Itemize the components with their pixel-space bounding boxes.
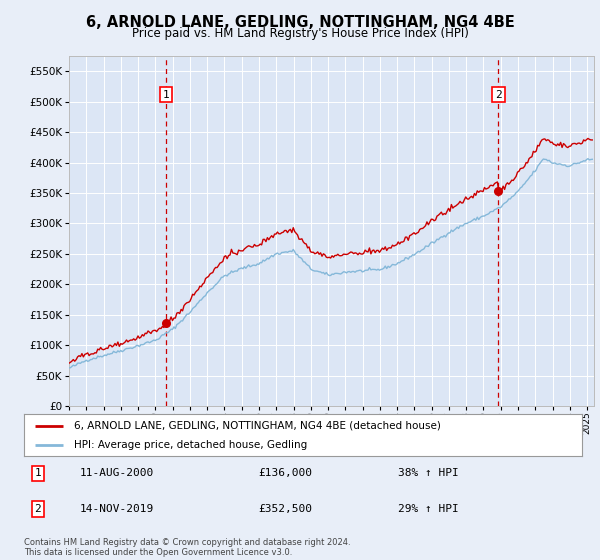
Text: 6, ARNOLD LANE, GEDLING, NOTTINGHAM, NG4 4BE (detached house): 6, ARNOLD LANE, GEDLING, NOTTINGHAM, NG4…: [74, 421, 441, 431]
Text: 38% ↑ HPI: 38% ↑ HPI: [398, 468, 458, 478]
Text: 14-NOV-2019: 14-NOV-2019: [80, 504, 154, 514]
Text: 29% ↑ HPI: 29% ↑ HPI: [398, 504, 458, 514]
Text: £136,000: £136,000: [259, 468, 313, 478]
Text: 2: 2: [495, 90, 502, 100]
Text: 6, ARNOLD LANE, GEDLING, NOTTINGHAM, NG4 4BE: 6, ARNOLD LANE, GEDLING, NOTTINGHAM, NG4…: [86, 15, 514, 30]
Text: HPI: Average price, detached house, Gedling: HPI: Average price, detached house, Gedl…: [74, 440, 307, 450]
Text: 1: 1: [163, 90, 169, 100]
Text: 1: 1: [35, 468, 41, 478]
Text: 11-AUG-2000: 11-AUG-2000: [80, 468, 154, 478]
Text: Price paid vs. HM Land Registry's House Price Index (HPI): Price paid vs. HM Land Registry's House …: [131, 27, 469, 40]
Text: 2: 2: [35, 504, 41, 514]
Text: Contains HM Land Registry data © Crown copyright and database right 2024.
This d: Contains HM Land Registry data © Crown c…: [24, 538, 350, 557]
Text: £352,500: £352,500: [259, 504, 313, 514]
